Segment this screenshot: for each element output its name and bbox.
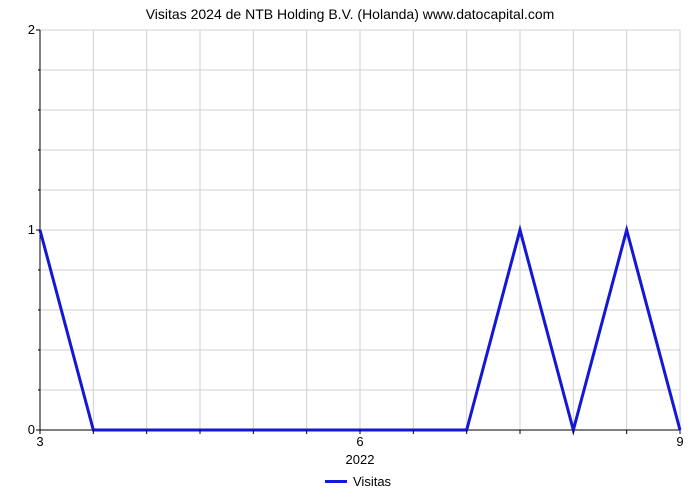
- chart-legend: Visitas: [325, 474, 391, 489]
- chart-title: Visitas 2024 de NTB Holding B.V. (Holand…: [0, 6, 700, 22]
- line-chart-plot: [40, 30, 680, 430]
- y-tick-label: 2: [5, 22, 35, 37]
- x-tick-label: 3: [36, 434, 43, 449]
- legend-swatch: [325, 480, 347, 483]
- y-tick-label: 0: [5, 422, 35, 437]
- x-axis-center-label: 2022: [346, 452, 375, 467]
- chart-container: Visitas 2024 de NTB Holding B.V. (Holand…: [0, 0, 700, 500]
- x-tick-label: 6: [356, 434, 363, 449]
- legend-label: Visitas: [353, 474, 391, 489]
- y-tick-label: 1: [5, 222, 35, 237]
- x-tick-label: 9: [676, 434, 683, 449]
